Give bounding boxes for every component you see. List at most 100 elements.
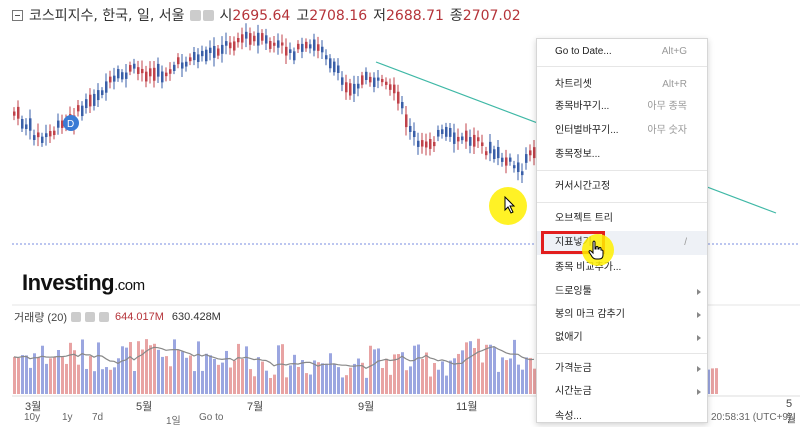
menu-item-reset-chart[interactable]: 차트리셋 Alt+R bbox=[537, 74, 707, 96]
volume-bar bbox=[33, 353, 36, 394]
volume-bar bbox=[333, 364, 336, 394]
settings-icon[interactable] bbox=[189, 9, 201, 21]
volume-bar bbox=[181, 351, 184, 394]
volume-bar bbox=[489, 344, 492, 394]
volume-bar bbox=[69, 342, 72, 394]
volume-bar bbox=[453, 358, 456, 394]
volume-bar bbox=[361, 362, 364, 394]
volume-bar bbox=[169, 366, 172, 394]
volume-bar bbox=[381, 367, 384, 394]
volume-bar bbox=[325, 363, 328, 394]
menu-item-drawing-tools[interactable]: 드로잉툴 bbox=[537, 281, 707, 303]
menu-item-hide-marks[interactable]: 봉의 마크 감추기 bbox=[537, 304, 707, 326]
candle-body bbox=[409, 126, 412, 132]
menu-item-price-scale[interactable]: 가격눈금 bbox=[537, 358, 707, 380]
volume-bar bbox=[711, 368, 714, 394]
dividend-marker[interactable]: D bbox=[63, 115, 79, 131]
volume-bar bbox=[201, 370, 204, 394]
volume-bar bbox=[393, 354, 396, 394]
volume-bar bbox=[177, 349, 180, 394]
volume-bar bbox=[385, 358, 388, 394]
menu-item-remove[interactable]: 없애기 bbox=[537, 327, 707, 349]
candle-body bbox=[401, 101, 404, 109]
volume-bar bbox=[129, 342, 132, 394]
range-button[interactable]: 1y bbox=[62, 412, 73, 423]
candle-body bbox=[45, 133, 48, 138]
candle-body bbox=[161, 71, 164, 83]
candlestick-series bbox=[13, 23, 536, 184]
menu-separator bbox=[537, 170, 707, 171]
goto-button[interactable]: Go to bbox=[199, 412, 224, 423]
candle-body bbox=[321, 46, 324, 53]
candle-body bbox=[201, 50, 204, 57]
eye-icon[interactable] bbox=[202, 9, 214, 21]
candle-body bbox=[385, 81, 388, 85]
candle-body bbox=[229, 42, 232, 49]
high-label: 고 bbox=[296, 8, 310, 24]
close-icon[interactable] bbox=[98, 312, 109, 322]
collapse-icon[interactable] bbox=[12, 9, 23, 21]
volume-bar bbox=[309, 374, 312, 394]
menu-item-symbol-info[interactable]: 종목정보... bbox=[537, 144, 707, 166]
candle-body bbox=[449, 128, 452, 137]
volume-bar bbox=[29, 367, 32, 394]
volume-bar bbox=[149, 345, 152, 394]
candle-body bbox=[221, 44, 224, 54]
menu-item-lock-cursor-time[interactable]: 커서시간고정 bbox=[537, 176, 707, 198]
volume-bar bbox=[25, 355, 28, 394]
volume-bar bbox=[461, 350, 464, 394]
volume-bar bbox=[109, 369, 112, 394]
candle-body bbox=[269, 40, 272, 49]
candle-body bbox=[169, 69, 172, 74]
menu-item-change-interval[interactable]: 인터벌바꾸기... 아무 숫자 bbox=[537, 120, 707, 142]
eye-icon[interactable] bbox=[84, 312, 95, 322]
volume-bar bbox=[41, 345, 44, 394]
volume-bar bbox=[213, 359, 216, 394]
time-axis-label: 5월 bbox=[136, 401, 153, 413]
open-label: 시 bbox=[219, 8, 233, 24]
volume-label[interactable]: 거래량 (20) bbox=[14, 312, 67, 324]
volume-bar bbox=[17, 358, 20, 394]
ohlc-high: 고2708.16 bbox=[296, 5, 367, 25]
menu-item-change-symbol[interactable]: 종목바꾸기... 아무 종목 bbox=[537, 96, 707, 118]
candle-body bbox=[357, 83, 360, 89]
volume-bar bbox=[45, 363, 48, 394]
candle-body bbox=[153, 67, 156, 81]
candle-body bbox=[61, 120, 64, 128]
candle-body bbox=[369, 76, 372, 83]
candle-body bbox=[197, 54, 200, 62]
candle-body bbox=[113, 75, 116, 82]
instrument-title[interactable]: 코스피지수, 한국, 일, 서울 bbox=[29, 8, 185, 24]
menu-item-compare-symbol[interactable]: 종목 비교추가... bbox=[537, 257, 707, 279]
range-button[interactable]: 10y bbox=[24, 412, 41, 423]
menu-item-properties[interactable]: 속성... bbox=[537, 406, 707, 422]
volume-bar bbox=[441, 361, 444, 394]
candle-body bbox=[173, 64, 176, 71]
menu-item-shortcut: Alt+G bbox=[661, 46, 687, 57]
candle-body bbox=[33, 135, 36, 141]
candle-body bbox=[21, 119, 24, 129]
candle-body bbox=[177, 57, 180, 65]
candle-body bbox=[469, 137, 472, 146]
candle-body bbox=[149, 68, 152, 77]
range-button[interactable]: 7d bbox=[92, 412, 104, 423]
menu-item-time-scale[interactable]: 시간눈금 bbox=[537, 381, 707, 403]
menu-item-object-tree[interactable]: 오브젝트 트리 bbox=[537, 208, 707, 230]
volume-bar bbox=[525, 357, 528, 394]
svg-text:D: D bbox=[67, 119, 74, 130]
candle-body bbox=[273, 42, 276, 46]
menu-item-label: 없애기 bbox=[555, 332, 583, 343]
volume-bar bbox=[157, 349, 160, 394]
candle-body bbox=[433, 141, 436, 147]
menu-item-go-to-date[interactable]: Go to Date... Alt+G bbox=[537, 41, 707, 63]
range-button[interactable]: 1일 bbox=[166, 416, 181, 427]
candle-body bbox=[453, 132, 456, 144]
candle-body bbox=[389, 84, 392, 90]
volume-bar bbox=[497, 371, 500, 394]
ohlc-open: 시2695.64 bbox=[220, 5, 291, 25]
menu-item-label: Go to Date... bbox=[555, 46, 612, 57]
candle-body bbox=[509, 157, 512, 162]
settings-icon[interactable] bbox=[70, 312, 81, 322]
volume-bar bbox=[49, 358, 52, 394]
